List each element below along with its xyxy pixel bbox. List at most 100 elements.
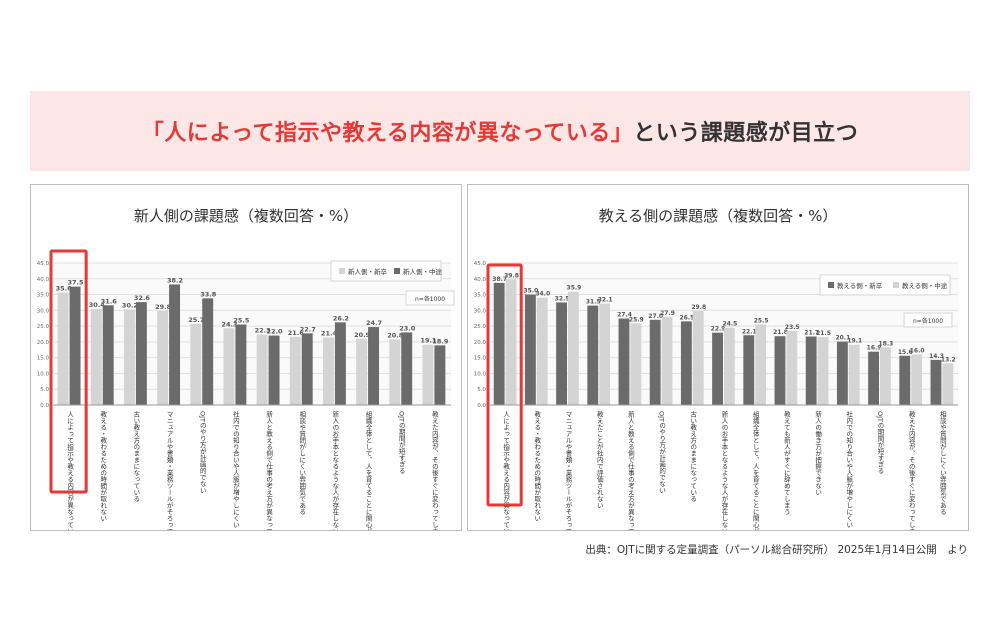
note-box: [405, 290, 455, 306]
value-label: 31.6: [101, 297, 118, 305]
bar: [434, 345, 446, 405]
bar: [755, 324, 767, 405]
legend-box: [330, 260, 442, 282]
category-label: 教えた内容が、その後すぐに変わってしまう: [907, 410, 915, 530]
legend: 新人側・新卒 新人側・中途: [330, 260, 443, 282]
value-label: 29.8: [155, 303, 172, 311]
category-label: マニュアルや書類・業務ツールがそろっていない: [165, 411, 173, 530]
bar: [235, 324, 247, 405]
category-label: 組織全体として、人を育てることに関心が無い: [751, 410, 759, 530]
bar: [786, 330, 798, 405]
category-label: 人によって指示や教える内容が異なっている: [66, 411, 74, 530]
bar: [568, 291, 579, 405]
y-tick-label: 30.0: [37, 308, 50, 314]
category-label: 相談や質問がしにくい雰囲気である: [938, 410, 946, 516]
category-label: 新人の働き方が把握できない: [814, 410, 822, 496]
value-label: 24.7: [366, 319, 382, 327]
value-label: 19.1: [420, 337, 437, 345]
bar: [422, 344, 434, 405]
highlight-box: [49, 249, 88, 494]
bar: [630, 323, 642, 405]
bar: [334, 322, 346, 405]
bar: [356, 339, 368, 405]
value-label: 21.7: [804, 330, 819, 337]
value-label: 25.5: [233, 317, 250, 325]
category-label: 新人と教える側で仕事の考え方が異なっている: [626, 410, 634, 530]
value-label: 35.0: [523, 288, 538, 295]
note-box: [903, 312, 953, 328]
bar: [322, 337, 334, 405]
y-tick-label: 20.0: [37, 340, 50, 346]
value-label: 29.8: [691, 304, 706, 311]
value-label: 39.8: [504, 272, 519, 279]
bar: [190, 323, 202, 405]
plot-area: [53, 263, 451, 405]
bar: [289, 336, 301, 405]
bar: [618, 318, 630, 405]
value-label: 24.3: [221, 320, 237, 328]
bar: [505, 279, 517, 405]
bar: [268, 335, 280, 405]
category-label: OJTのやり方が計画的でない: [198, 411, 206, 494]
bar: [368, 327, 380, 405]
legend: 教える側・新卒 教える側・中途: [819, 274, 951, 296]
value-label: 19.1: [847, 338, 862, 345]
category-label: 新人のお手本となるような人が存在しない: [720, 410, 728, 530]
value-label: 34.0: [535, 291, 550, 298]
value-label: 24.5: [723, 321, 738, 328]
value-label: 32.1: [598, 297, 613, 304]
value-label: 20.9: [354, 331, 371, 339]
bar: [256, 334, 268, 405]
bar: [911, 354, 923, 405]
value-label: 15.6: [898, 349, 913, 356]
category-label: OJTのやり方が計画的でない: [658, 411, 666, 494]
legend-label: 教える側・中途: [902, 281, 948, 290]
chart-trainer: 0.0 5.0 10.0 15.0 20.0 25.0 30.0 35.0 40.0 45.0 38…: [474, 261, 958, 530]
value-label: 25.7: [188, 316, 204, 324]
bar: [401, 332, 413, 405]
chart-title-newcomer: 新人側の課題感（複数回答・%）: [133, 207, 359, 225]
chart-newcomer: 0.0 5.0 10.0 15.0 20.0 25.0 30.0 35.0 40.0 45.0 35…: [37, 249, 455, 530]
bar: [90, 309, 102, 405]
category-label: 社内での知り合いや人脈が増やしにくい: [845, 410, 853, 529]
bar: [69, 286, 81, 405]
value-label: 27.4: [617, 312, 632, 319]
value-label: 23.5: [785, 324, 800, 331]
bar: [868, 351, 879, 405]
y-tick-label: 35.0: [474, 293, 487, 299]
chart-panel-trainer: 教える側の課題感（複数回答・%） 0.0 5.0 10.0 15.0 20.0 25.0 3…: [467, 184, 969, 531]
category-label: マニュアルや書類・業務ツールがそろっていない: [564, 411, 572, 530]
category-label: 新人のお手本となるような人が存在しない: [331, 410, 339, 530]
value-label: 32.6: [134, 294, 151, 302]
value-label: 21.5: [816, 330, 831, 337]
value-label: 21.6: [288, 329, 305, 337]
bar: [556, 302, 567, 405]
legend-swatch: [828, 282, 834, 288]
y-tick-label: 40.0: [37, 277, 50, 283]
value-label: 13.2: [941, 356, 956, 363]
chart-title-trainer: 教える側の課題感（複数回答・%）: [598, 207, 838, 225]
category-label: 社内での知り合いや人脈が増やしにくい: [231, 410, 239, 529]
y-tick-label: 35.0: [37, 293, 50, 299]
bar: [223, 328, 235, 405]
y-tick-label: 45.0: [474, 261, 487, 267]
bar: [692, 310, 704, 405]
value-label: 27.0: [648, 313, 663, 320]
headline-rest: という課題感が目立つ: [633, 121, 859, 146]
value-label: 20.8: [387, 331, 404, 339]
value-label: 25.9: [629, 316, 644, 323]
bar: [301, 333, 313, 405]
legend-swatch: [394, 268, 400, 274]
category-label: 組織全体として、人を育てることに関心が無い: [364, 410, 372, 530]
bar: [102, 305, 114, 405]
value-label: 26.5: [679, 314, 694, 321]
bar: [899, 355, 911, 405]
category-label: 新人と教える側で仕事の考え方が異なっている: [265, 410, 273, 530]
legend-label: 教える側・新卒: [837, 281, 883, 290]
bar: [123, 309, 135, 405]
bar: [848, 344, 860, 405]
bar: [389, 339, 401, 405]
value-label: 38.7: [492, 276, 507, 283]
y-tick-label: 20.0: [474, 340, 487, 346]
bar: [774, 336, 786, 405]
